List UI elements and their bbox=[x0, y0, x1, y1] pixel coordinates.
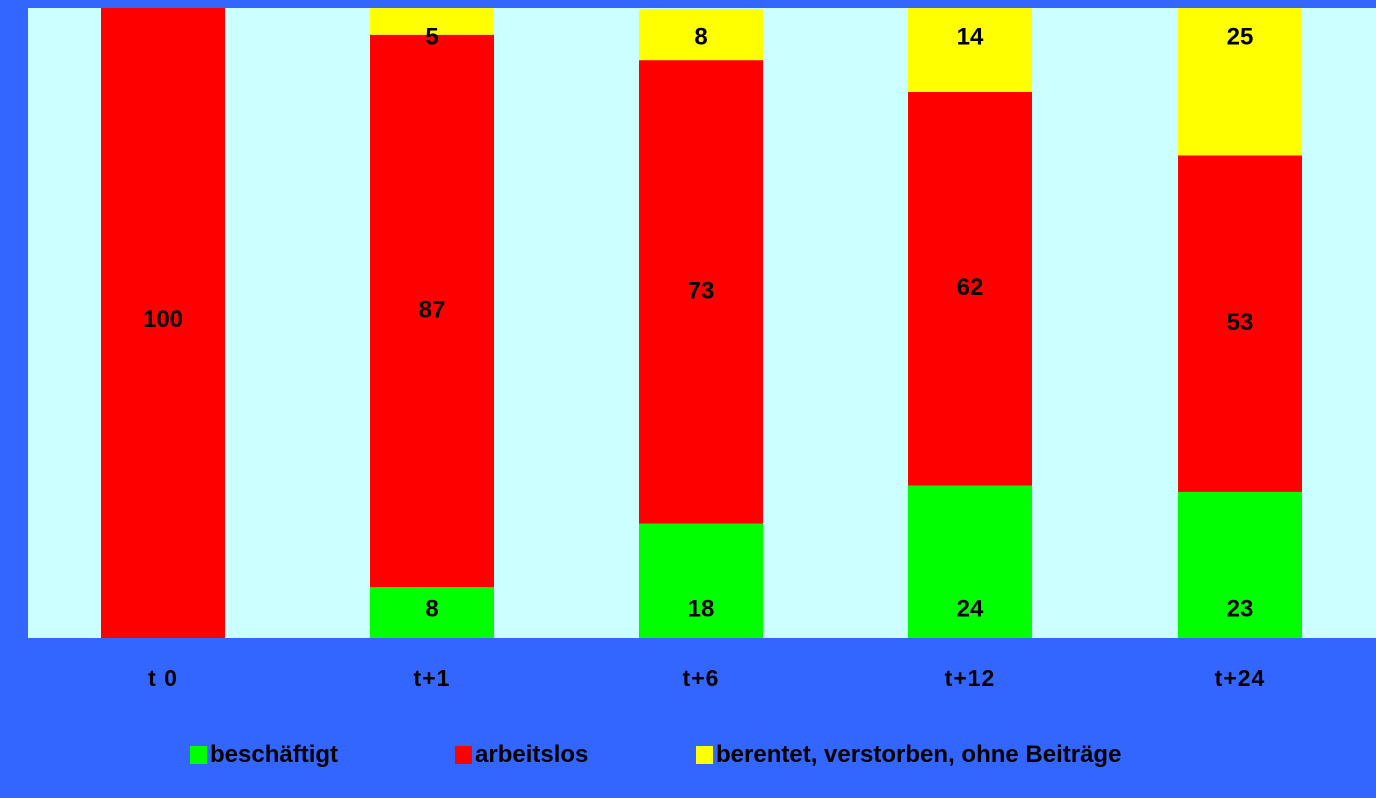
x-tick-label-t-12: t+12 bbox=[945, 665, 996, 691]
legend-item-arbeitslos: arbeitslos bbox=[455, 740, 588, 770]
data-label-beschaeftigt-t-6: 18 bbox=[688, 595, 715, 622]
data-label-arbeitslos-t-0: 100 bbox=[143, 306, 183, 333]
bar-berentet-t-6 bbox=[639, 9, 763, 61]
legend-label-berentet: berentet, verstorben, ohne Beiträge bbox=[716, 741, 1122, 768]
bars bbox=[101, 8, 1302, 638]
bar-berentet-t-1 bbox=[370, 8, 494, 35]
legend-label-beschaeftigt: beschäftigt bbox=[210, 741, 339, 768]
bar-arbeitslos-t-12 bbox=[908, 91, 1032, 486]
bar-beschaeftigt-t-24 bbox=[1178, 491, 1302, 638]
data-label-berentet-t-6: 8 bbox=[694, 23, 707, 50]
legend-swatch-arbeitslos bbox=[455, 746, 472, 764]
data-label-beschaeftigt-t-1: 8 bbox=[425, 595, 438, 622]
x-tick-label-t-6: t+6 bbox=[683, 665, 720, 691]
legend: beschäftigt arbeitslos berentet, verstor… bbox=[0, 740, 1376, 770]
legend-swatch-berentet bbox=[696, 746, 713, 764]
data-label-berentet-t-24: 25 bbox=[1227, 23, 1254, 50]
data-label-arbeitslos-t-1: 87 bbox=[419, 296, 446, 323]
legend-item-berentet: berentet, verstorben, ohne Beiträge bbox=[696, 740, 1121, 770]
bar-arbeitslos-t-1 bbox=[370, 34, 494, 588]
legend-swatch-beschaeftigt bbox=[190, 746, 207, 764]
bar-beschaeftigt-t-12 bbox=[908, 485, 1032, 638]
bar-berentet-t-12 bbox=[908, 8, 1032, 92]
bar-arbeitslos-t-0 bbox=[101, 8, 225, 638]
x-tick-label-t-1: t+1 bbox=[414, 665, 451, 691]
data-label-arbeitslos-t-12: 62 bbox=[957, 274, 984, 301]
bar-arbeitslos-t-6 bbox=[639, 60, 763, 524]
data-label-beschaeftigt-t-12: 24 bbox=[957, 595, 984, 622]
data-labels: 100 8 87 5 18 73 8 24 62 14 23 53 25 bbox=[143, 23, 1253, 622]
bar-beschaeftigt-t-1 bbox=[370, 587, 494, 638]
data-label-berentet-t-1: 5 bbox=[425, 23, 438, 50]
data-label-arbeitslos-t-24: 53 bbox=[1227, 309, 1254, 336]
x-tick-label-t-0: t 0 bbox=[148, 665, 178, 691]
bar-beschaeftigt-t-6 bbox=[639, 523, 763, 638]
bar-arbeitslos-t-24 bbox=[1178, 155, 1302, 492]
bar-berentet-t-24 bbox=[1178, 8, 1302, 156]
data-label-beschaeftigt-t-24: 23 bbox=[1227, 595, 1254, 622]
data-label-arbeitslos-t-6: 73 bbox=[688, 277, 715, 304]
legend-item-beschaeftigt: beschäftigt bbox=[190, 740, 338, 770]
legend-label-arbeitslos: arbeitslos bbox=[475, 741, 589, 768]
data-label-berentet-t-12: 14 bbox=[957, 23, 984, 50]
x-tick-label-t-24: t+24 bbox=[1215, 665, 1266, 691]
